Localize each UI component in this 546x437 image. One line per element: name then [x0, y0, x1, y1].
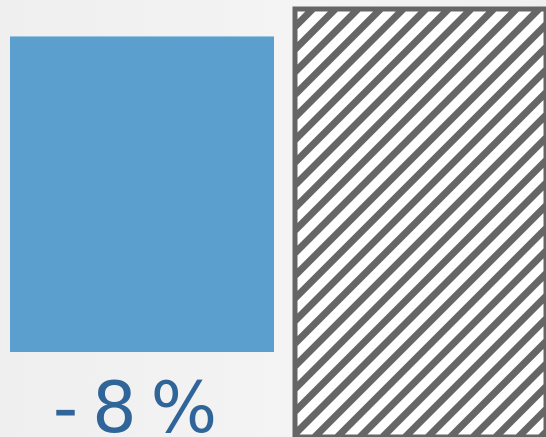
bar-reference — [292, 6, 546, 437]
bar-current — [10, 36, 274, 352]
percent-change-label: -8% — [52, 368, 232, 437]
